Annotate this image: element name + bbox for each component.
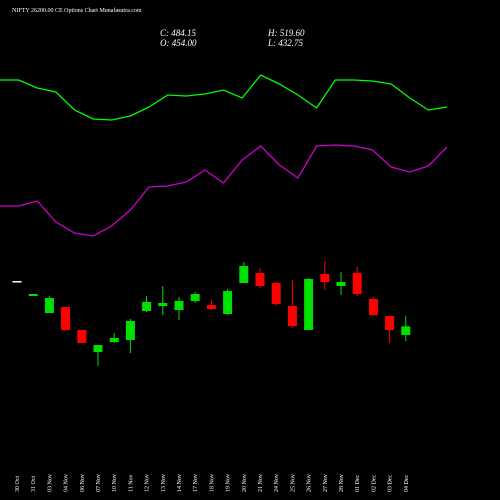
candle-body (142, 302, 152, 311)
x-tick-label: 13 Nov (161, 474, 167, 492)
chart-title: NIFTY 26200.00 CE Options Chart Munafasu… (12, 7, 142, 14)
candle-body (401, 326, 411, 335)
x-tick-label: 01 Dec (355, 475, 361, 492)
x-tick-label: 06 Nov (80, 474, 86, 492)
candle-body (287, 306, 297, 326)
x-tick-label: 26 Nov (307, 474, 313, 492)
x-tick-label: 10 Nov (112, 474, 118, 492)
candle-body (12, 281, 22, 283)
candle-body (223, 291, 233, 314)
x-tick-label: 03 Nov (47, 474, 53, 492)
high-label: H: 519.60 (267, 28, 305, 38)
close-label: C: 484.15 (160, 28, 197, 38)
x-tick-label: 11 Nov (128, 474, 134, 492)
x-tick-label: 04 Dec (404, 475, 410, 492)
x-tick-label: 20 Nov (242, 474, 248, 492)
low-label: L: 432.75 (267, 38, 304, 48)
indicator-line (0, 144, 448, 237)
x-tick-label: 03 Dec (388, 475, 394, 492)
candle-body (385, 316, 395, 330)
candle-body (255, 273, 265, 286)
x-tick-label: 21 Nov (258, 474, 264, 492)
open-label: O: 454.00 (160, 38, 197, 48)
candle-body (271, 283, 281, 304)
x-tick-label: 07 Nov (96, 474, 102, 492)
x-tick-label: 27 Nov (323, 474, 329, 492)
candle-body (336, 282, 346, 286)
candle-body (28, 294, 38, 296)
x-tick-label: 17 Nov (193, 474, 199, 492)
candle-body (352, 273, 362, 294)
candle-body (61, 307, 71, 330)
x-tick-label: 18 Nov (209, 474, 215, 492)
x-tick-label: 31 Oct (31, 476, 37, 492)
candle-body (206, 305, 216, 309)
x-tick-label: 28 Nov (339, 474, 345, 492)
candle-body (44, 298, 54, 313)
candle-body (190, 294, 200, 301)
x-tick-label: 04 Nov (64, 474, 70, 492)
x-tick-label: 19 Nov (226, 474, 232, 492)
candle-body (125, 321, 135, 340)
candle-body (239, 266, 249, 283)
x-tick-label: 14 Nov (177, 474, 183, 492)
candle-body (109, 338, 119, 342)
candle-body (368, 299, 378, 315)
indicator-line (0, 74, 448, 121)
x-tick-label: 25 Nov (290, 474, 296, 492)
x-tick-label: 02 Dec (371, 475, 377, 492)
candle-body (158, 303, 168, 306)
candle-body (174, 301, 184, 310)
x-tick-label: 24 Nov (274, 474, 280, 492)
candle-body (304, 279, 314, 330)
x-tick-label: 30 Oct (15, 476, 21, 492)
candle-body (320, 274, 330, 282)
candle-body (77, 330, 87, 343)
candle-body (93, 345, 103, 352)
x-tick-label: 12 Nov (145, 474, 151, 492)
